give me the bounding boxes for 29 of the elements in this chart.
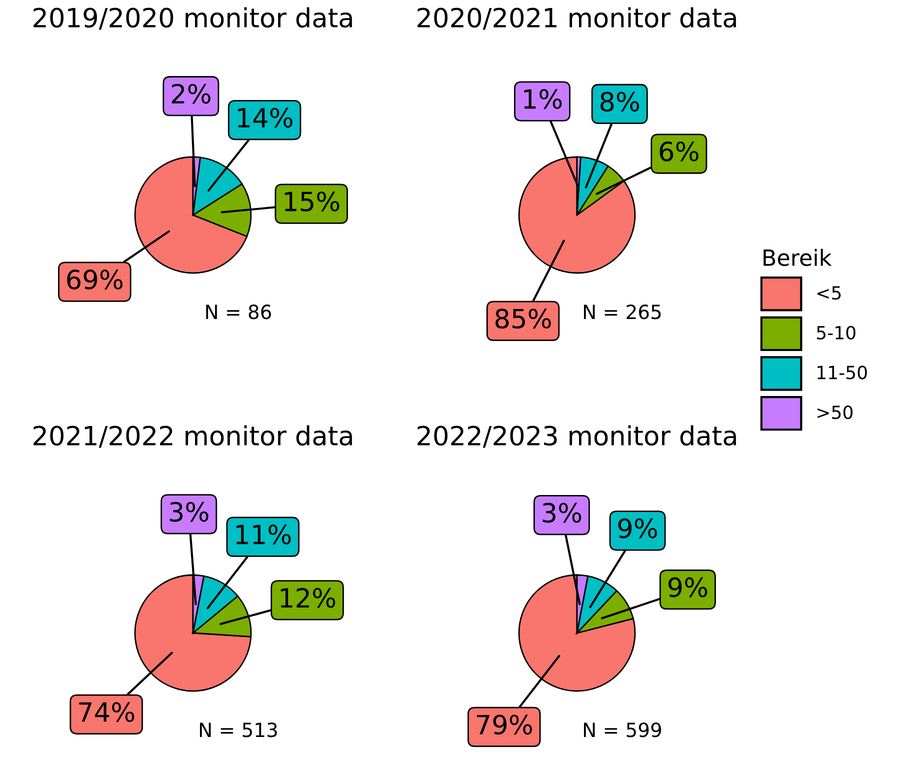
legend-title: Bereik bbox=[764, 248, 832, 266]
data-label: 14% bbox=[238, 108, 292, 128]
chart-title: 2022/2023 monitor data bbox=[418, 425, 736, 448]
text: N = 265 bbox=[584, 304, 661, 320]
data-label: 69% bbox=[67, 270, 123, 290]
legend-label: 11-50 bbox=[818, 366, 867, 380]
data-label: 9% bbox=[668, 577, 708, 598]
text: N = 86 bbox=[206, 304, 271, 320]
data-label: 3% bbox=[170, 502, 208, 522]
data-label: 3% bbox=[542, 502, 582, 523]
data-label: 6% bbox=[660, 141, 698, 162]
chart-title: 2019/2020 monitor data bbox=[34, 7, 352, 30]
text: N = 513 bbox=[200, 722, 277, 738]
data-label: 85% bbox=[495, 308, 551, 329]
legend-label: <5 bbox=[818, 286, 841, 300]
chart-title: 2021/2022 monitor data bbox=[34, 425, 352, 448]
data-label: 11% bbox=[236, 524, 291, 544]
data-label: 2% bbox=[172, 84, 210, 104]
data-label: 74% bbox=[79, 702, 134, 722]
data-label: 12% bbox=[280, 588, 336, 608]
data-label: 1% bbox=[524, 88, 562, 109]
data-label: 9% bbox=[618, 518, 657, 538]
data-label: 8% bbox=[600, 92, 640, 112]
chart-title: 2020/2021 monitor data bbox=[418, 7, 736, 30]
data-label: 15% bbox=[284, 192, 340, 212]
data-label: 79% bbox=[476, 714, 532, 735]
text: N = 599 bbox=[584, 722, 662, 738]
legend-label: 5-10 bbox=[817, 326, 856, 340]
legend-label: >50 bbox=[818, 405, 853, 420]
